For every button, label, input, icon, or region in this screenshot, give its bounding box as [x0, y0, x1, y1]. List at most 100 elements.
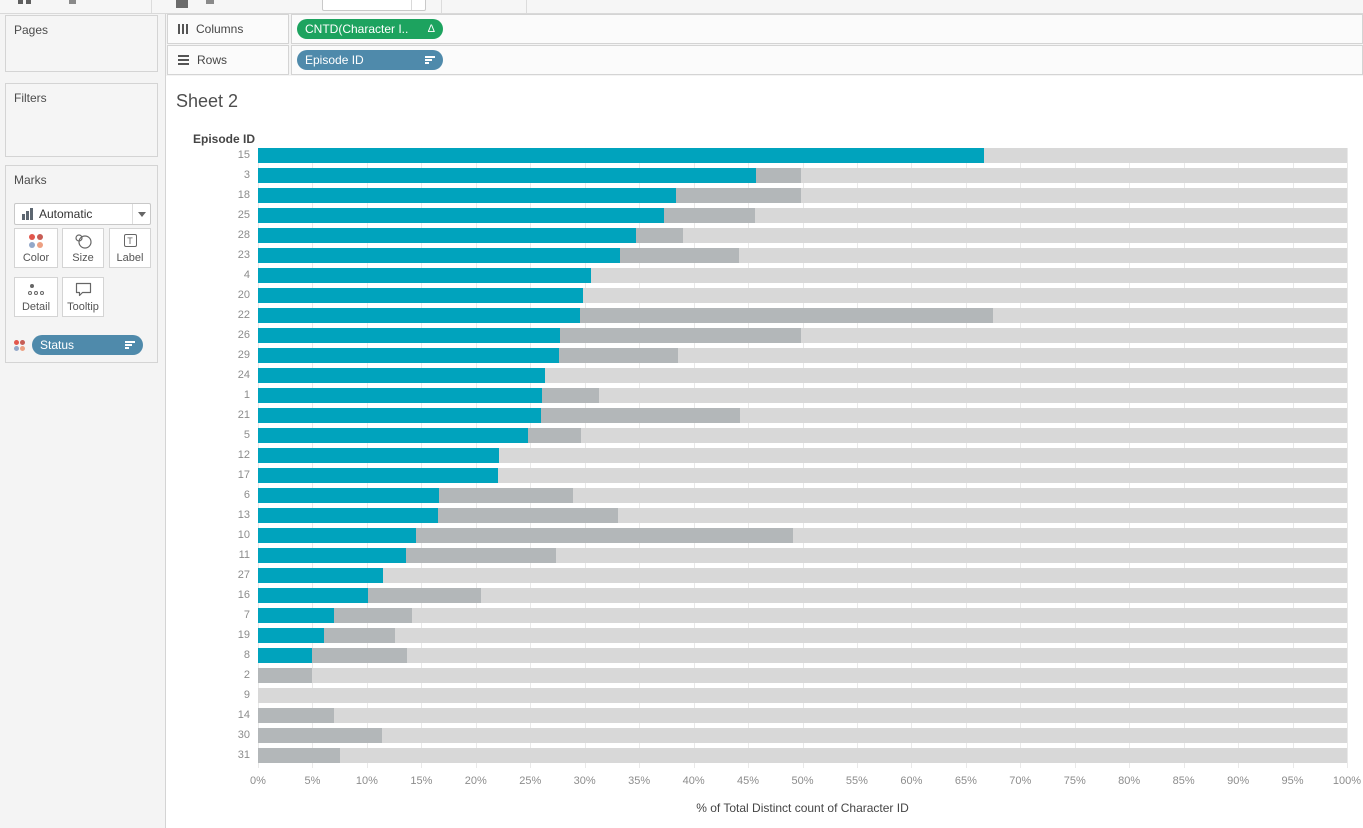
row-label-7[interactable]: 7 — [243, 609, 250, 621]
bar-row-27[interactable] — [258, 568, 1347, 583]
row-label-21[interactable]: 21 — [237, 409, 250, 421]
bar-segment-gray-29[interactable] — [558, 348, 679, 363]
bar-segment-teal-23[interactable] — [258, 248, 620, 263]
bar-row-28[interactable] — [258, 228, 1347, 243]
bar-segment-teal-20[interactable] — [258, 288, 583, 303]
row-label-20[interactable]: 20 — [237, 289, 250, 301]
row-label-5[interactable]: 5 — [243, 429, 250, 441]
bar-row-12[interactable] — [258, 448, 1347, 463]
bar-row-23[interactable] — [258, 248, 1347, 263]
tooltip-button[interactable]: Tooltip — [62, 277, 104, 317]
bar-segment-gray-14[interactable] — [258, 708, 335, 723]
bar-segment-gray-1[interactable] — [542, 388, 599, 403]
bar-segment-teal-12[interactable] — [258, 448, 499, 463]
row-label-30[interactable]: 30 — [237, 729, 250, 741]
bar-segment-teal-13[interactable] — [258, 508, 438, 523]
bar-row-9[interactable] — [258, 688, 1347, 703]
clipped-toolbar-dropdown[interactable] — [322, 0, 426, 11]
bar-segment-teal-7[interactable] — [258, 608, 335, 623]
row-label-28[interactable]: 28 — [237, 229, 250, 241]
filters-shelf[interactable]: Filters — [5, 83, 158, 157]
row-label-11[interactable]: 11 — [238, 549, 250, 561]
bar-segment-teal-4[interactable] — [258, 268, 592, 283]
size-button[interactable]: Size — [62, 228, 104, 268]
bar-segment-gray-25[interactable] — [664, 208, 755, 223]
bar-segment-teal-25[interactable] — [258, 208, 665, 223]
bar-segment-teal-27[interactable] — [258, 568, 384, 583]
bar-row-6[interactable] — [258, 488, 1347, 503]
bar-row-16[interactable] — [258, 588, 1347, 603]
row-label-16[interactable]: 16 — [237, 589, 250, 601]
bar-segment-teal-26[interactable] — [258, 328, 560, 343]
bar-row-15[interactable] — [258, 148, 1347, 163]
bar-segment-teal-1[interactable] — [258, 388, 543, 403]
bar-segment-gray-13[interactable] — [437, 508, 619, 523]
row-label-29[interactable]: 29 — [237, 349, 250, 361]
bar-row-4[interactable] — [258, 268, 1347, 283]
bar-row-3[interactable] — [258, 168, 1347, 183]
bar-segment-gray-16[interactable] — [367, 588, 482, 603]
bar-row-8[interactable] — [258, 648, 1347, 663]
bar-segment-gray-6[interactable] — [438, 488, 573, 503]
row-label-8[interactable]: 8 — [243, 649, 250, 661]
bar-row-29[interactable] — [258, 348, 1347, 363]
row-label-9[interactable]: 9 — [243, 689, 250, 701]
bar-segment-gray-28[interactable] — [635, 228, 683, 243]
row-label-18[interactable]: 18 — [237, 189, 250, 201]
row-label-10[interactable]: 10 — [237, 529, 250, 541]
row-label-15[interactable]: 15 — [237, 149, 250, 161]
caret-down-icon[interactable] — [132, 204, 150, 224]
row-label-17[interactable]: 17 — [237, 469, 250, 481]
columns-shelf[interactable]: CNTD(Character I.. Δ — [291, 14, 1363, 44]
detail-button[interactable]: Detail — [14, 277, 58, 317]
bar-segment-teal-29[interactable] — [258, 348, 559, 363]
bar-segment-gray-18[interactable] — [676, 188, 802, 203]
row-label-26[interactable]: 26 — [237, 329, 250, 341]
bar-row-1[interactable] — [258, 388, 1347, 403]
bar-segment-teal-8[interactable] — [258, 648, 313, 663]
bar-segment-gray-23[interactable] — [619, 248, 740, 263]
bar-row-22[interactable] — [258, 308, 1347, 323]
bar-segment-teal-21[interactable] — [258, 408, 542, 423]
bar-segment-teal-19[interactable] — [258, 628, 325, 643]
status-encoding-pill[interactable]: Status — [32, 335, 143, 355]
row-label-22[interactable]: 22 — [237, 309, 250, 321]
row-label-2[interactable]: 2 — [243, 669, 250, 681]
bar-segment-gray-8[interactable] — [312, 648, 408, 663]
label-button[interactable]: T Label — [109, 228, 151, 268]
mark-type-dropdown[interactable]: Automatic — [14, 203, 151, 225]
bar-segment-gray-22[interactable] — [580, 308, 994, 323]
bar-segment-teal-15[interactable] — [258, 148, 985, 163]
bar-segment-gray-2[interactable] — [258, 668, 313, 683]
bar-row-31[interactable] — [258, 748, 1347, 763]
bar-row-7[interactable] — [258, 608, 1347, 623]
bar-segment-teal-24[interactable] — [258, 368, 546, 383]
row-label-24[interactable]: 24 — [237, 369, 250, 381]
rows-shelf[interactable]: Episode ID — [291, 45, 1363, 75]
bar-segment-gray-5[interactable] — [528, 428, 582, 443]
row-label-25[interactable]: 25 — [237, 209, 250, 221]
pages-shelf[interactable]: Pages — [5, 15, 158, 72]
bar-segment-gray-7[interactable] — [334, 608, 412, 623]
bar-row-17[interactable] — [258, 468, 1347, 483]
row-axis-header[interactable]: Episode ID — [193, 132, 256, 146]
bar-row-10[interactable] — [258, 528, 1347, 543]
bar-row-13[interactable] — [258, 508, 1347, 523]
row-label-4[interactable]: 4 — [243, 269, 250, 281]
bar-row-20[interactable] — [258, 288, 1347, 303]
bar-segment-teal-5[interactable] — [258, 428, 529, 443]
bar-segment-teal-16[interactable] — [258, 588, 368, 603]
bar-row-14[interactable] — [258, 708, 1347, 723]
bar-segment-gray-30[interactable] — [258, 728, 383, 743]
bar-row-26[interactable] — [258, 328, 1347, 343]
bar-segment-teal-18[interactable] — [258, 188, 677, 203]
row-label-13[interactable]: 13 — [237, 509, 250, 521]
row-label-1[interactable]: 1 — [243, 389, 250, 401]
rows-pill[interactable]: Episode ID — [297, 50, 443, 70]
bar-row-5[interactable] — [258, 428, 1347, 443]
bar-segment-teal-3[interactable] — [258, 168, 756, 183]
color-button[interactable]: Color — [14, 228, 58, 268]
bar-row-21[interactable] — [258, 408, 1347, 423]
bar-row-11[interactable] — [258, 548, 1347, 563]
bar-segment-gray-19[interactable] — [324, 628, 396, 643]
